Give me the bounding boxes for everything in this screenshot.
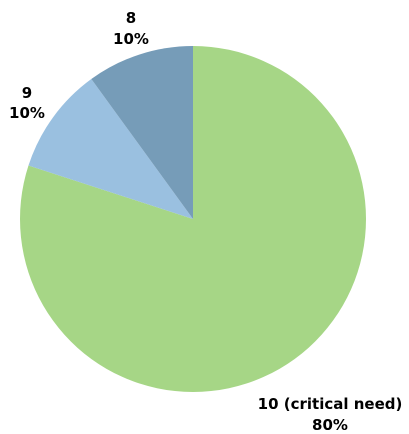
- slice-percent-critical-need: 80%: [312, 416, 348, 434]
- slice-label-8: 8: [126, 9, 136, 27]
- pie-slice-9: [28, 79, 193, 219]
- slice-label-9: 9: [22, 84, 32, 102]
- slice-percent-9: 10%: [9, 104, 45, 122]
- pie-slice-10-critical-need: [20, 46, 367, 392]
- pie-slices: [20, 45, 367, 392]
- slice-label-critical-need: 10 (critical need): [258, 395, 403, 413]
- pie-slice-8: [91, 45, 193, 219]
- slice-percent-8: 10%: [113, 30, 149, 48]
